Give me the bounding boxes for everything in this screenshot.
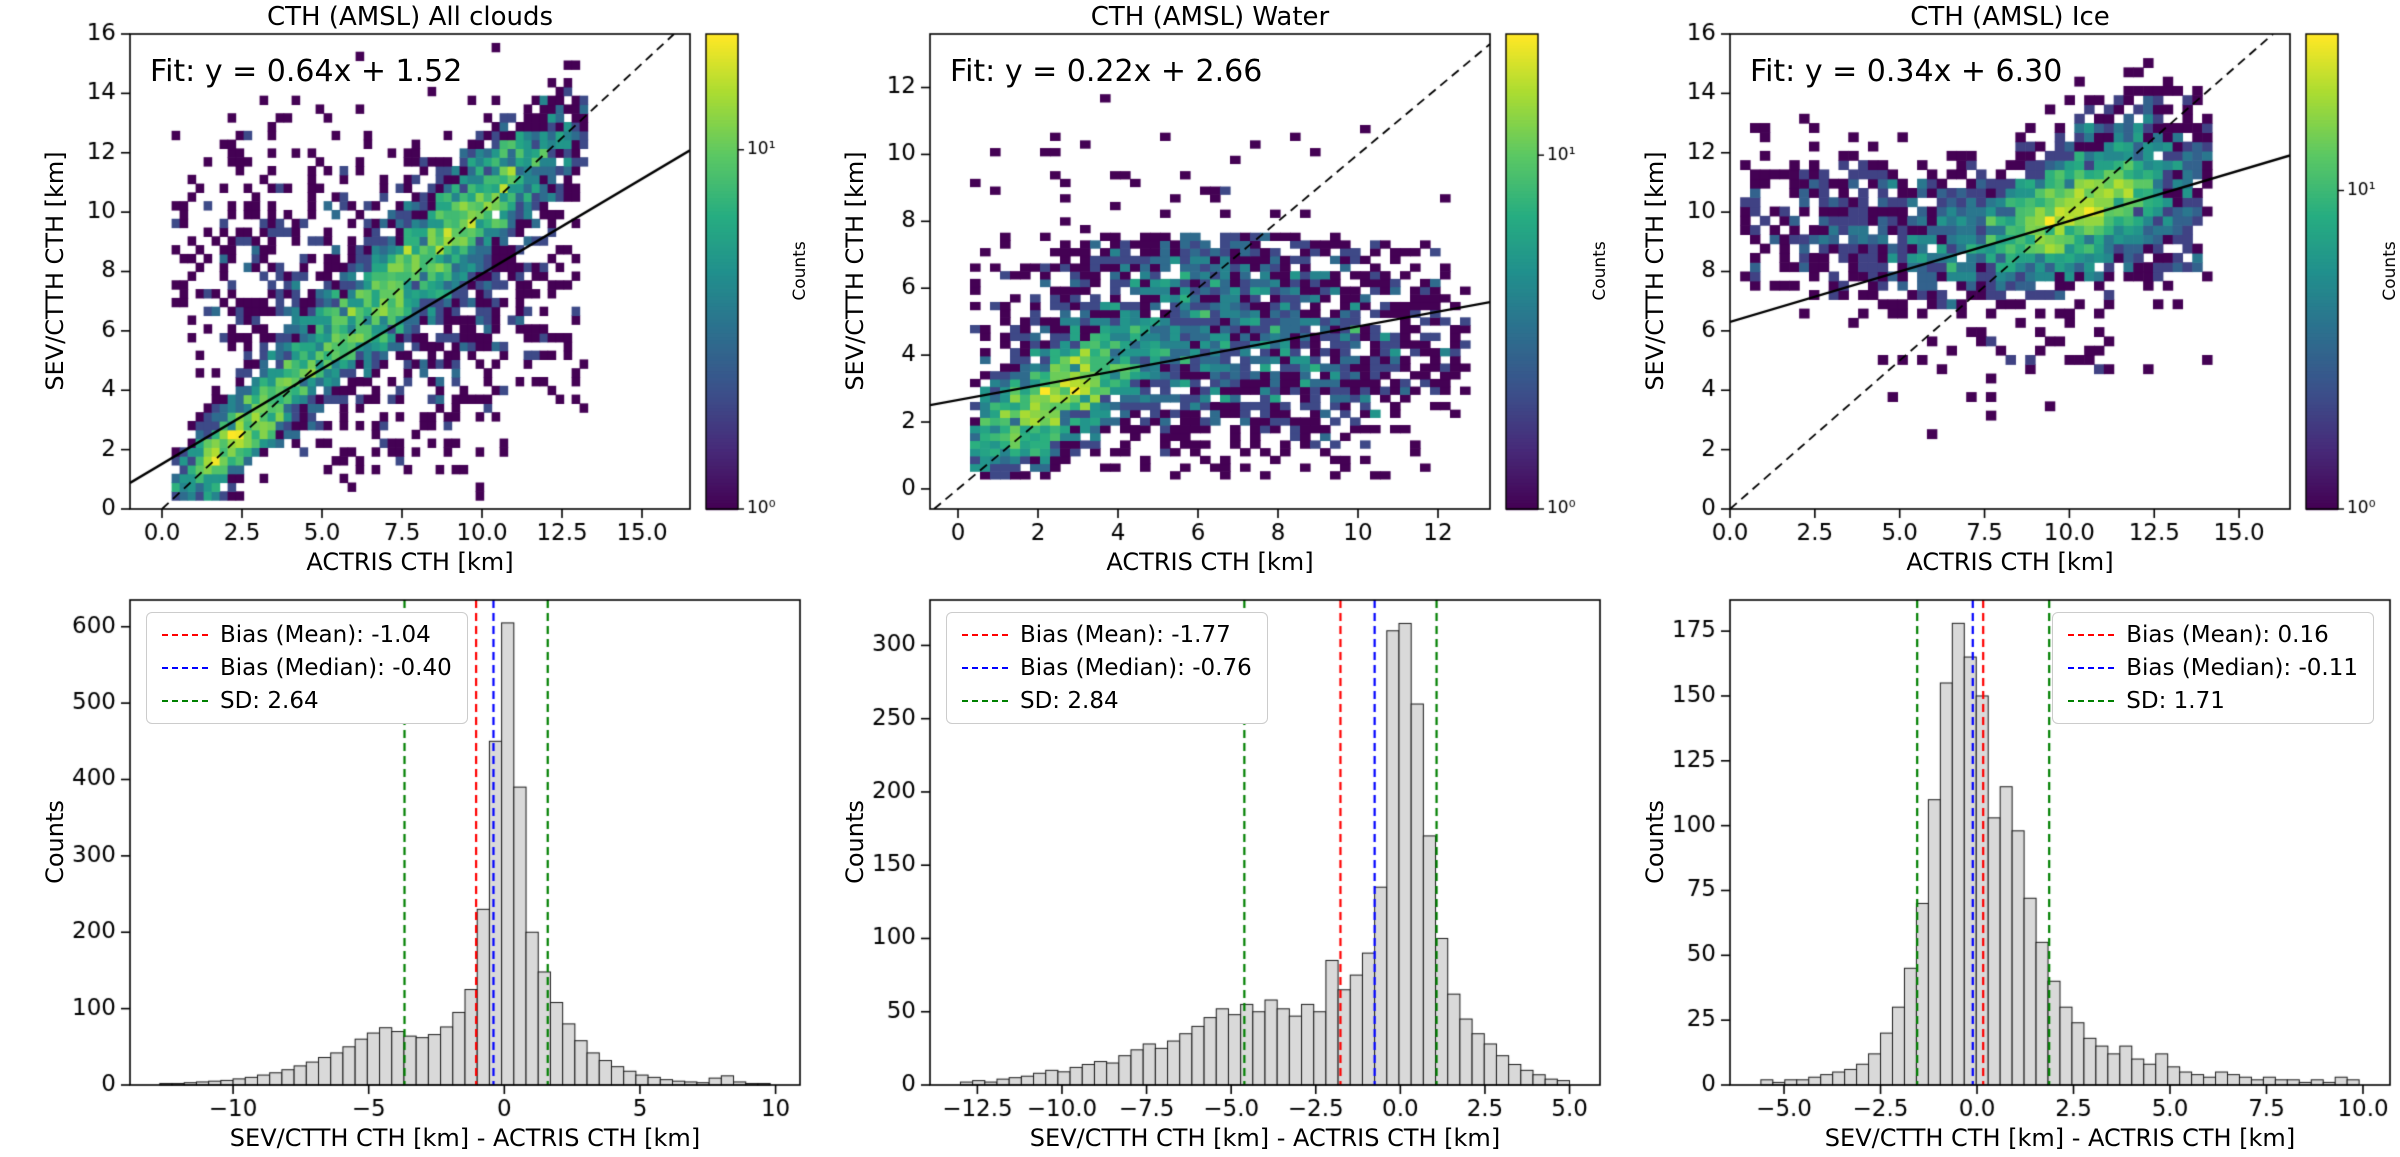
colorbar-label: Counts [790,241,810,301]
legend-item-median: Bias (Median): -0.11 [2068,655,2358,681]
x-axis-label: SEV/CTTH CTH [km] - ACTRIS CTH [km] [1824,1124,2296,1152]
y-axis-label: Counts [41,800,69,884]
x-axis-label: ACTRIS CTH [km] [1106,548,1314,576]
x-axis-label: ACTRIS CTH [km] [306,548,514,576]
y-axis-label: SEV/CTTH CTH [km] [1641,151,1669,391]
mean-line-sample [962,634,1008,636]
legend-label: SD: 1.71 [2126,688,2225,714]
y-axis-label: SEV/CTTH CTH [km] [841,151,869,391]
fit-equation-ice: Fit: y = 0.34x + 6.30 [1750,54,2063,89]
legend-item-mean: Bias (Mean): -1.77 [962,622,1252,648]
legend-item-median: Bias (Median): -0.40 [162,655,452,681]
colorbar-label: Counts [1590,241,1610,301]
fit-equation-water: Fit: y = 0.22x + 2.66 [950,54,1263,89]
legend-label: Bias (Mean): -1.04 [220,622,431,648]
fit-equation-all-clouds: Fit: y = 0.64x + 1.52 [150,54,463,89]
legend-label: Bias (Mean): -1.77 [1020,622,1231,648]
y-axis-label: SEV/CTTH CTH [km] [41,151,69,391]
legend-item-mean: Bias (Mean): -1.04 [162,622,452,648]
mean-line-sample [2068,634,2115,636]
sd-line-sample [162,700,208,702]
mean-line-sample [162,634,208,636]
sd-line-sample [2068,700,2115,702]
legend-box: Bias (Mean): -1.77 Bias (Median): -0.76 … [946,612,1268,724]
median-line-sample [962,667,1008,669]
x-axis-label: ACTRIS CTH [km] [1906,548,2114,576]
legend-label: Bias (Median): -0.76 [1020,655,1252,681]
median-line-sample [2068,667,2115,669]
legend-label: SD: 2.64 [220,688,319,714]
median-line-sample [162,667,208,669]
legend-item-sd: SD: 2.64 [162,688,452,714]
legend-label: SD: 2.84 [1020,688,1119,714]
legend-label: Bias (Median): -0.40 [220,655,452,681]
legend-label: Bias (Median): -0.11 [2126,655,2358,681]
y-axis-label: Counts [1641,800,1669,884]
legend-label: Bias (Mean): 0.16 [2126,622,2329,648]
heatmap-title-all-clouds: CTH (AMSL) All clouds [266,2,554,32]
legend-item-median: Bias (Median): -0.76 [962,655,1252,681]
x-axis-label: SEV/CTTH CTH [km] - ACTRIS CTH [km] [1029,1124,1501,1152]
y-axis-label: Counts [841,800,869,884]
colorbar-label: Counts [2380,241,2400,301]
legend-item-sd: SD: 1.71 [2068,688,2358,714]
x-axis-label: SEV/CTTH CTH [km] - ACTRIS CTH [km] [229,1124,701,1152]
legend-box: Bias (Mean): -1.04 Bias (Median): -0.40 … [146,612,468,724]
legend-item-mean: Bias (Mean): 0.16 [2068,622,2358,648]
legend-item-sd: SD: 2.84 [962,688,1252,714]
heatmap-title-water: CTH (AMSL) Water [1090,2,1330,32]
legend-box: Bias (Mean): 0.16 Bias (Median): -0.11 S… [2052,612,2374,724]
sd-line-sample [962,700,1008,702]
heatmap-title-ice: CTH (AMSL) Ice [1910,2,2110,32]
